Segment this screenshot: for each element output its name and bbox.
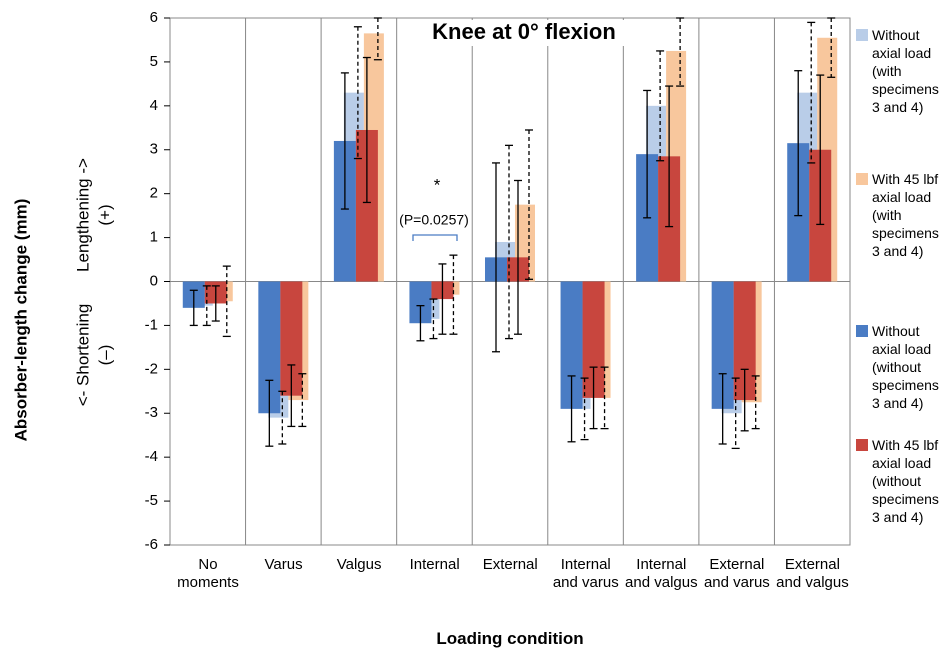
y-tick-label: -1 <box>145 316 158 333</box>
error-bar <box>807 21 816 164</box>
legend-swatch <box>856 439 868 451</box>
y-tick-label: -3 <box>145 404 158 421</box>
y-tick-label: -4 <box>145 448 158 465</box>
y-tick-label: -2 <box>145 360 158 377</box>
error-bar <box>718 373 727 445</box>
legend-label: Without axial load (with specimens 3 and… <box>872 27 939 115</box>
bar <box>582 281 605 398</box>
error-bar <box>265 379 274 447</box>
error-bar <box>362 56 371 204</box>
error-bar <box>287 364 296 428</box>
y-axis-label: Absorber-length change (mm) <box>11 199 30 442</box>
x-tick-label: External and valgus <box>776 556 849 591</box>
error-bar <box>525 129 533 280</box>
error-bar <box>600 366 609 430</box>
error-bar <box>580 377 589 441</box>
legend-swatch <box>856 29 868 41</box>
x-axis-label: Loading condition <box>436 629 584 648</box>
x-tick-label: No moments <box>177 556 239 591</box>
error-bar <box>514 179 522 335</box>
y-tick-label: 5 <box>150 53 158 70</box>
legend-swatch <box>856 173 868 185</box>
annotation: (–) <box>95 345 114 366</box>
y-tick-label: 1 <box>150 229 158 246</box>
x-tick-label: Varus <box>264 556 303 573</box>
annotation: * <box>434 175 441 194</box>
error-bar <box>211 285 220 322</box>
y-tick-label: -5 <box>145 492 158 509</box>
significance-bracket <box>412 234 458 241</box>
error-bar <box>189 289 198 327</box>
y-tick-label: -6 <box>145 536 158 553</box>
error-bar <box>340 72 349 210</box>
error-bar <box>353 26 362 160</box>
error-bar <box>816 74 825 226</box>
error-bar <box>438 263 447 335</box>
legend-label: Without axial load (without specimens 3 … <box>872 323 939 411</box>
error-bar <box>751 375 760 430</box>
error-bar <box>676 17 685 87</box>
y-tick-label: 4 <box>150 97 158 114</box>
error-bar <box>505 144 513 340</box>
error-bar <box>449 254 458 335</box>
error-bar <box>794 70 803 217</box>
bar <box>409 281 432 324</box>
annotation: (+) <box>95 204 114 225</box>
annotation: (P=0.0257) <box>399 212 469 228</box>
error-bar <box>429 298 438 340</box>
bar <box>258 281 281 414</box>
x-tick-label: Valgus <box>336 556 382 573</box>
error-bar <box>416 305 425 342</box>
error-bar <box>731 377 740 450</box>
legend-label: With 45 lbf axial load (with specimens 3… <box>872 171 939 259</box>
legend-label: With 45 lbf axial load (without specimen… <box>872 437 939 525</box>
x-tick-label: Internal and valgus <box>625 556 698 591</box>
error-bar <box>740 368 749 432</box>
annotation: <- Shortening <box>73 304 92 407</box>
y-tick-label: 6 <box>150 9 158 26</box>
bar <box>333 140 356 282</box>
chart-title: Knee at 0° flexion <box>432 19 616 44</box>
y-tick-label: 0 <box>150 272 158 289</box>
error-bar <box>373 17 382 61</box>
bar <box>280 281 303 396</box>
error-bar <box>567 375 576 443</box>
annotation: Lengthening -> <box>73 158 92 272</box>
error-bar <box>202 285 211 327</box>
error-bar <box>278 390 287 445</box>
title-bg <box>410 20 638 46</box>
error-bar <box>589 366 598 430</box>
x-tick-label: Internal <box>409 556 460 573</box>
error-bar <box>222 265 231 338</box>
legend-swatch <box>856 325 868 337</box>
bar <box>711 281 734 409</box>
y-tick-label: 3 <box>150 141 158 158</box>
bar <box>733 281 756 401</box>
error-bar <box>492 162 500 353</box>
bar <box>355 129 378 282</box>
error-bar <box>827 17 836 78</box>
error-bar <box>665 85 674 228</box>
x-tick-label: External <box>482 556 538 573</box>
y-tick-label: 2 <box>150 185 158 202</box>
error-bar <box>298 373 307 428</box>
x-tick-label: Internal and varus <box>552 556 619 591</box>
bar <box>560 281 583 409</box>
x-tick-label: External and varus <box>703 556 770 591</box>
error-bar <box>643 89 652 219</box>
error-bar <box>656 50 665 162</box>
